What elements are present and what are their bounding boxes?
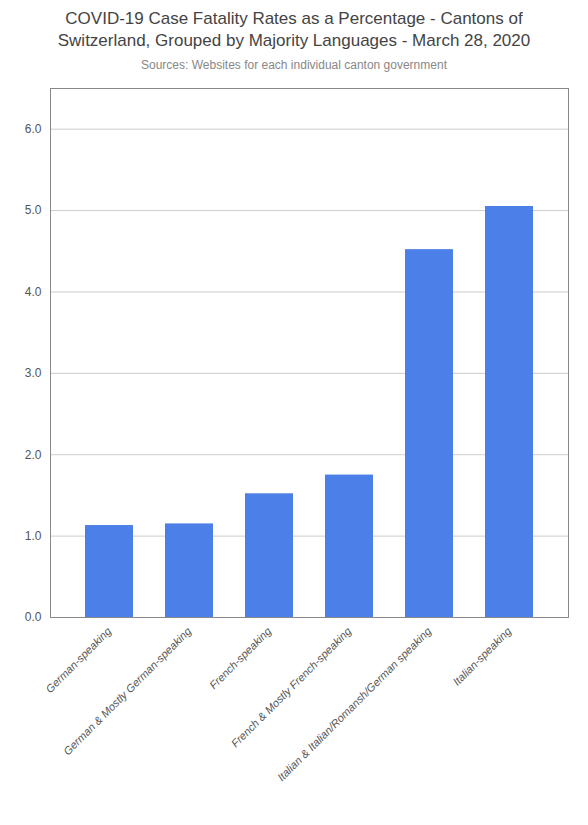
svg-text:1.0: 1.0 bbox=[25, 529, 42, 543]
svg-text:German-speaking: German-speaking bbox=[43, 624, 114, 695]
svg-text:French & Mostly French-speakin: French & Mostly French-speaking bbox=[228, 624, 354, 750]
svg-text:0.0: 0.0 bbox=[25, 611, 42, 625]
svg-text:German & Mostly German-speakin: German & Mostly German-speaking bbox=[61, 624, 194, 757]
svg-text:6.0: 6.0 bbox=[25, 122, 42, 136]
svg-text:4.0: 4.0 bbox=[25, 285, 42, 299]
html-text:COVID-19 Case Fatality Rates a: COVID-19 Case Fatality Rates as a Percen… bbox=[57, 9, 531, 51]
svg-text:Italian & Italian/Romansh/Germ: Italian & Italian/Romansh/German speakin… bbox=[275, 624, 434, 783]
svg-text:Italian-speaking: Italian-speaking bbox=[450, 624, 514, 688]
html-text:Sources: Websites for each ind: Sources: Websites for each individual ca… bbox=[141, 58, 447, 73]
svg-text:5.0: 5.0 bbox=[25, 204, 42, 218]
svg-text:3.0: 3.0 bbox=[25, 366, 42, 380]
svg-text:2.0: 2.0 bbox=[25, 448, 42, 462]
svg-text:French-speaking: French-speaking bbox=[207, 624, 274, 691]
